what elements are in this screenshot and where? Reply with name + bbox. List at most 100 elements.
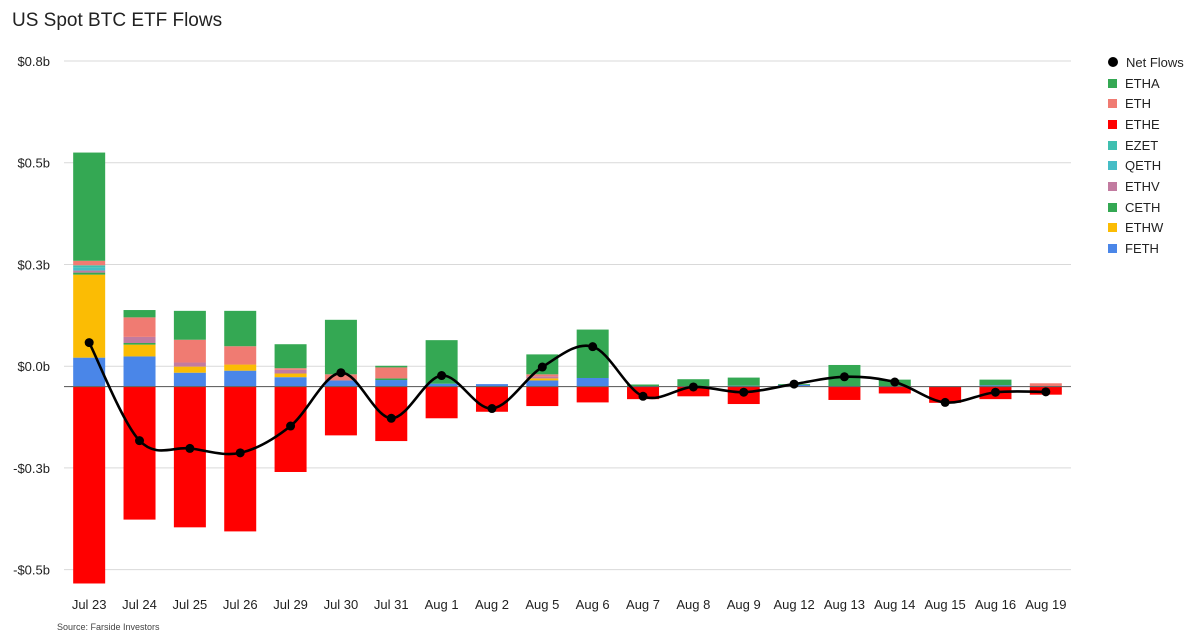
legend-item-ethw: ETHW — [1108, 218, 1184, 239]
x-tick-label: Jul 30 — [324, 597, 359, 612]
bar-feth-jul-23 — [73, 357, 106, 387]
x-tick-label: Jul 25 — [173, 597, 208, 612]
bar-etha-jul-23 — [73, 152, 106, 261]
net-flows-point-aug-2 — [487, 404, 497, 414]
bar-etha-aug-9 — [727, 377, 760, 386]
legend-label: ETHV — [1125, 178, 1160, 194]
x-tick-label: Jul 23 — [72, 597, 107, 612]
stacked-bars — [73, 152, 1062, 584]
net-flows-point-jul-31 — [386, 413, 396, 423]
net-flows-point-aug-14 — [890, 377, 900, 387]
legend-swatch — [1108, 57, 1118, 68]
legend-swatch — [1108, 119, 1117, 129]
x-tick-label: Aug 16 — [975, 597, 1016, 612]
legend-item-ethe: ETHE — [1108, 114, 1184, 135]
legend-label: QETH — [1125, 158, 1162, 174]
bar-eth-aug-19 — [1029, 383, 1062, 387]
bar-ceth-jul-31 — [375, 378, 408, 381]
legend-label: ETHA — [1125, 75, 1160, 91]
x-tick-label: Aug 14 — [874, 597, 915, 612]
bar-ezet-jul-23 — [73, 265, 106, 268]
net-flows-point-jul-23 — [84, 338, 94, 348]
x-tick-label: Jul 24 — [122, 597, 157, 612]
legend-swatch — [1108, 99, 1117, 109]
bar-feth-jul-30 — [324, 380, 357, 387]
bar-feth-aug-1 — [425, 383, 458, 387]
legend-swatch — [1108, 78, 1117, 88]
bar-etha-jul-25 — [173, 310, 206, 340]
legend-label: FETH — [1125, 241, 1159, 257]
net-flows-point-aug-8 — [688, 382, 698, 392]
y-tick-label: $0.8b — [17, 54, 50, 69]
bar-eth-aug-5 — [526, 374, 559, 377]
legend-label: ETH — [1125, 96, 1151, 112]
x-axis-ticks: Jul 23 Jul 24 Jul 25 Jul 26 Jul 29 Jul 30 Jul … — [72, 597, 1067, 612]
bar-etha-aug-7 — [627, 384, 660, 387]
bar-ethw-jul-24 — [123, 344, 156, 357]
x-tick-label: Aug 1 — [425, 597, 459, 612]
bar-ethe-jul-26 — [224, 386, 257, 532]
bar-ethe-jul-24 — [123, 386, 156, 520]
x-tick-label: Aug 8 — [676, 597, 710, 612]
bar-feth-jul-31 — [375, 380, 408, 387]
net-flows-point-jul-29 — [286, 421, 296, 431]
x-tick-label: Aug 15 — [925, 597, 966, 612]
legend-label: Net Flows — [1126, 54, 1184, 70]
y-tick-label: $0.3b — [17, 257, 50, 272]
bar-eth-jul-26 — [224, 346, 257, 365]
legend-swatch — [1108, 244, 1117, 254]
net-flows-point-aug-16 — [990, 387, 1000, 397]
bar-eth-jul-31 — [375, 367, 408, 379]
net-flows-point-aug-1 — [437, 371, 447, 381]
x-tick-label: Jul 26 — [223, 597, 258, 612]
bar-etha-jul-24 — [123, 310, 156, 318]
bar-ethw-jul-29 — [274, 373, 307, 378]
bar-ethe-jul-30 — [324, 386, 357, 436]
bar-ethe-aug-5 — [526, 386, 559, 407]
legend-item-qeth: QETH — [1108, 155, 1184, 176]
bar-etha-jul-31 — [375, 365, 408, 368]
x-tick-label: Aug 12 — [773, 597, 814, 612]
x-tick-label: Aug 7 — [626, 597, 660, 612]
legend-item-feth: FETH — [1108, 238, 1184, 259]
bar-eth-jul-23 — [73, 260, 106, 266]
bar-etha-jul-26 — [224, 310, 257, 347]
y-tick-label: $0.5b — [17, 156, 50, 171]
bar-ethe-aug-13 — [828, 386, 861, 400]
bar-ethw-jul-25 — [173, 366, 206, 373]
bar-feth-aug-5 — [526, 380, 559, 387]
legend-swatch — [1108, 202, 1117, 212]
net-flows-point-jul-25 — [185, 443, 195, 453]
bar-feth-aug-16 — [979, 385, 1012, 387]
y-axis-ticks: $0.8b $0.5b $0.3b $0.0b -$0.3b -$0.5b — [13, 54, 50, 578]
legend-label: ETHW — [1125, 220, 1164, 236]
bar-ethv-aug-5 — [526, 376, 559, 379]
x-tick-label: Aug 9 — [727, 597, 761, 612]
bar-eth-jul-25 — [173, 339, 206, 363]
net-flows-point-aug-9 — [739, 387, 749, 397]
y-tick-label: -$0.3b — [13, 461, 50, 476]
bar-ethe-aug-15 — [929, 386, 962, 403]
net-flows-point-aug-19 — [1041, 387, 1051, 397]
bar-feth-aug-6 — [576, 377, 609, 387]
legend-label: EZET — [1125, 137, 1159, 153]
bar-eth-jul-30 — [324, 374, 357, 381]
bar-eth-jul-29 — [274, 368, 307, 370]
bar-ethe-aug-6 — [576, 386, 609, 403]
legend-label: ETHE — [1125, 116, 1160, 132]
net-flows-point-aug-5 — [537, 362, 547, 372]
bar-ceth-jul-24 — [123, 342, 156, 345]
x-tick-label: Aug 19 — [1025, 597, 1066, 612]
bar-ceth-jul-23 — [73, 272, 106, 275]
bar-feth-jul-25 — [173, 372, 206, 387]
legend-item-ezet: EZET — [1108, 135, 1184, 156]
legend-item-etha: ETHA — [1108, 73, 1184, 94]
bar-ethv-jul-24 — [123, 336, 156, 343]
bar-etha-aug-16 — [979, 379, 1012, 386]
bar-ethw-jul-26 — [224, 364, 257, 371]
bar-ethe-aug-14 — [878, 386, 911, 394]
bar-feth-jul-29 — [274, 377, 307, 387]
chart-source: Source: Farside Investors — [57, 622, 160, 632]
bar-ethe-jul-25 — [173, 386, 206, 528]
